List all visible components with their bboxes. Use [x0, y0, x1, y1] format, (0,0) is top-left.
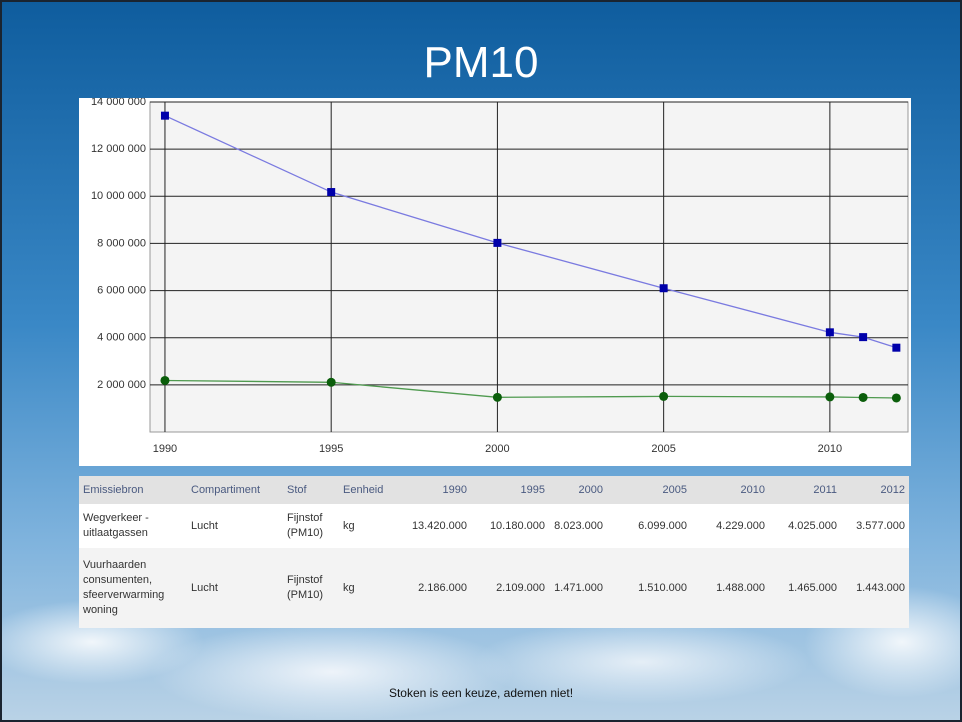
- table-header-cell: 2012: [841, 476, 909, 504]
- plot-area: [150, 102, 908, 432]
- data-point: [327, 188, 335, 196]
- data-point: [826, 328, 834, 336]
- table-cell: 1.443.000: [841, 548, 909, 628]
- y-tick-label: 14 000 000: [91, 98, 146, 108]
- table-cell: 1.471.000: [549, 548, 607, 628]
- y-tick-label: 12 000 000: [91, 143, 146, 155]
- x-tick-label: 2005: [651, 443, 675, 455]
- table-row: Vuurhaarden consumenten, sfeerverwarming…: [79, 548, 909, 628]
- table-cell: 2.186.000: [393, 548, 471, 628]
- table-cell: 1.488.000: [691, 548, 769, 628]
- data-point: [327, 378, 336, 387]
- x-tick-label: 2000: [485, 443, 509, 455]
- table-cell: kg: [339, 548, 393, 628]
- table-header-cell: Emissiebron: [79, 476, 187, 504]
- table-cell: 4.229.000: [691, 504, 769, 548]
- table-header-cell: 2010: [691, 476, 769, 504]
- slide-title: PM10: [2, 38, 960, 88]
- table-cell: 4.025.000: [769, 504, 841, 548]
- table-header-cell: 2011: [769, 476, 841, 504]
- y-tick-label: 8 000 000: [97, 237, 146, 249]
- y-tick-label: 6 000 000: [97, 284, 146, 296]
- table-cell: Vuurhaarden consumenten, sfeerverwarming…: [79, 548, 187, 628]
- table-header-cell: 2000: [549, 476, 607, 504]
- x-tick-label: 2010: [818, 443, 842, 455]
- data-point: [493, 393, 502, 402]
- data-point: [161, 112, 169, 120]
- table-header-cell: Eenheid: [339, 476, 393, 504]
- x-tick-label: 1990: [153, 443, 177, 455]
- data-point: [493, 239, 501, 247]
- table-cell: 1.510.000: [607, 548, 691, 628]
- table-cell: Wegverkeer - uitlaatgassen: [79, 504, 187, 548]
- data-point: [660, 284, 668, 292]
- x-tick-label: 1995: [319, 443, 343, 455]
- table-cell: Fijnstof (PM10): [283, 504, 339, 548]
- footer: Stoken is een keuze, ademen niet!: [2, 686, 960, 700]
- table-cell: 1.465.000: [769, 548, 841, 628]
- data-point: [892, 393, 901, 402]
- table-header-cell: Stof: [283, 476, 339, 504]
- table-header-cell: 1990: [393, 476, 471, 504]
- table-header-cell: 2005: [607, 476, 691, 504]
- table-cell: 13.420.000: [393, 504, 471, 548]
- data-point: [892, 344, 900, 352]
- table-cell: Fijnstof (PM10): [283, 548, 339, 628]
- table-cell: 6.099.000: [607, 504, 691, 548]
- data-point: [825, 392, 834, 401]
- y-tick-label: 2 000 000: [97, 379, 146, 391]
- slide: PM10 2 000 000 4 000 000 6 000 000 8 000 00…: [0, 0, 962, 722]
- table-cell: Lucht: [187, 504, 283, 548]
- data-point: [160, 376, 169, 385]
- table-cell: 3.577.000: [841, 504, 909, 548]
- data-point: [859, 393, 868, 402]
- table-header-cell: Compartiment: [187, 476, 283, 504]
- chart: 2 000 000 4 000 000 6 000 000 8 000 000 10 0…: [79, 98, 911, 466]
- table-cell: Lucht: [187, 548, 283, 628]
- data-point: [659, 392, 668, 401]
- table-cell: 10.180.000: [471, 504, 549, 548]
- table-cell: 8.023.000: [549, 504, 607, 548]
- y-tick-label: 4 000 000: [97, 332, 146, 344]
- table-header-cell: 1995: [471, 476, 549, 504]
- table-cell: kg: [339, 504, 393, 548]
- data-point: [859, 333, 867, 341]
- table-cell: 2.109.000: [471, 548, 549, 628]
- y-tick-label: 10 000 000: [91, 190, 146, 202]
